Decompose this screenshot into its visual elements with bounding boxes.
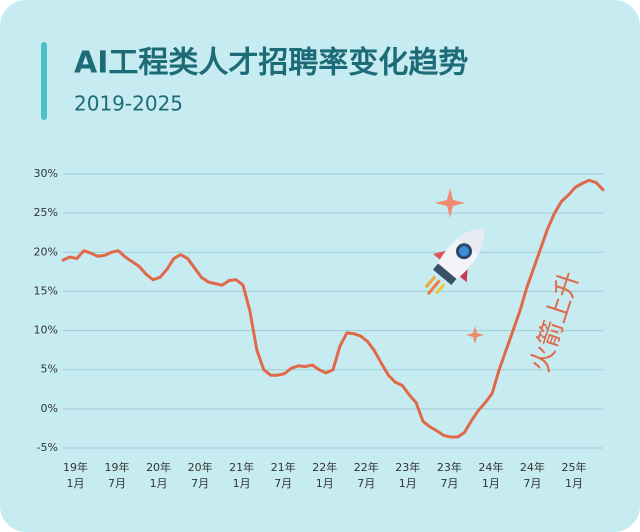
x-tick-label: 21年 7月: [270, 461, 296, 490]
x-tick-label: 20年 7月: [187, 461, 213, 490]
y-tick-label: 20%: [34, 245, 58, 258]
y-tick-label: 25%: [34, 206, 58, 219]
x-tick-label: 23年 1月: [395, 461, 421, 490]
x-tick-label: 22年 1月: [312, 461, 338, 490]
x-tick-label: 21年 1月: [229, 461, 255, 490]
sparkle: [466, 326, 484, 344]
y-tick-label: 15%: [34, 284, 58, 297]
x-tick-label: 24年 1月: [478, 461, 504, 490]
x-tick-label: 24年 7月: [519, 461, 545, 490]
y-tick-label: 30%: [34, 167, 58, 180]
sparkle: [435, 188, 465, 218]
x-tick-label: 25年 1月: [561, 461, 587, 490]
y-tick-label: -5%: [37, 441, 58, 454]
x-tick-label: 19年 1月: [63, 461, 88, 490]
line: [61, 178, 605, 439]
chart-title: AI工程类人才招聘率变化趋势: [74, 46, 468, 81]
x-tick-label: 23年 7月: [436, 461, 462, 490]
chart-subtitle: 2019-2025: [74, 92, 183, 116]
y-tick-label: 0%: [41, 402, 58, 415]
x-tick-label: 22年 7月: [353, 461, 379, 490]
x-tick-label: 20年 1月: [146, 461, 172, 490]
title-bar: [41, 42, 47, 120]
x-tick-label: 19年 7月: [104, 461, 130, 490]
y-tick-label: 5%: [41, 363, 58, 376]
rocket: [424, 228, 484, 296]
y-tick-label: 10%: [34, 324, 58, 337]
